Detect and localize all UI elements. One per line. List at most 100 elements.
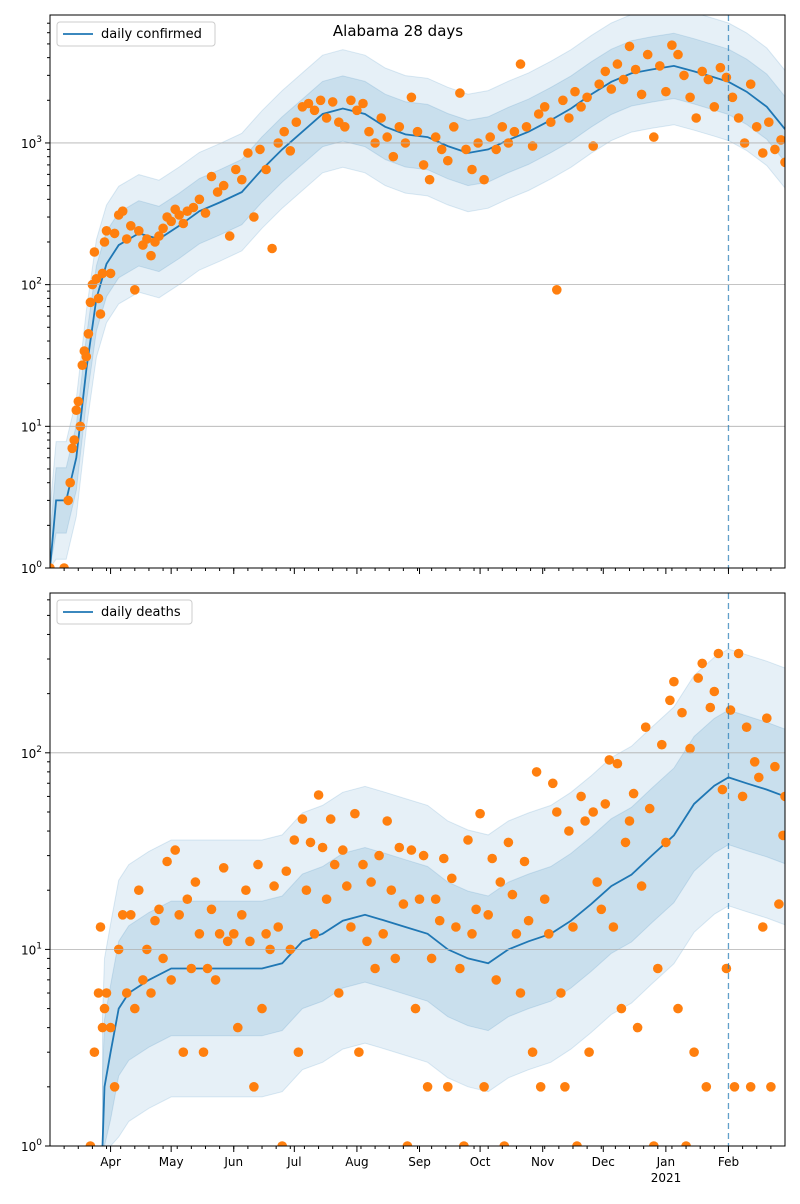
observed-point	[673, 49, 683, 60]
observed-point	[210, 975, 221, 985]
observed-point	[780, 791, 785, 802]
observed-point	[174, 910, 184, 920]
observed-point	[519, 856, 530, 867]
observed-point	[69, 435, 79, 445]
observed-point	[200, 208, 211, 218]
observed-point	[321, 113, 332, 123]
observed-point	[483, 910, 494, 920]
observed-point	[778, 830, 785, 841]
observed-point	[97, 1022, 108, 1033]
observed-point	[455, 963, 465, 974]
observed-point	[608, 922, 619, 932]
observed-point	[65, 477, 75, 488]
observed-point	[657, 739, 667, 750]
y-tick-exponent: 0	[36, 1138, 42, 1148]
observed-point	[85, 297, 96, 308]
observed-point	[568, 922, 578, 932]
observed-point	[491, 144, 502, 155]
observed-point	[725, 705, 736, 715]
observed-point	[766, 1082, 776, 1092]
observed-point	[249, 212, 259, 222]
observed-point	[479, 174, 489, 185]
observed-point	[548, 778, 558, 789]
observed-point	[576, 791, 586, 802]
observed-point	[471, 904, 481, 915]
observed-point	[509, 126, 520, 137]
y-tick-label: 100	[21, 560, 42, 576]
y-tick-exponent: 1	[36, 941, 42, 951]
observed-point	[182, 894, 193, 904]
observed-point	[309, 929, 320, 939]
observed-point	[281, 866, 292, 876]
observed-point	[269, 881, 279, 891]
observed-point	[386, 885, 397, 895]
observed-point	[729, 1082, 740, 1092]
observed-point	[150, 915, 160, 926]
observed-point	[154, 231, 164, 241]
observed-point	[382, 132, 393, 142]
observed-point	[277, 1141, 287, 1146]
observed-point	[515, 59, 526, 69]
observed-point	[291, 117, 302, 127]
observed-point	[178, 1047, 189, 1057]
observed-point	[162, 856, 172, 867]
observed-point	[222, 936, 233, 947]
observed-point	[406, 845, 417, 855]
observed-point	[50, 563, 55, 568]
observed-point	[572, 1141, 582, 1146]
observed-point	[576, 102, 586, 112]
observed-point	[776, 135, 785, 145]
observed-point	[459, 1141, 469, 1146]
observed-point	[388, 151, 399, 162]
observed-point	[398, 899, 409, 909]
y-tick-label: 100	[21, 1138, 42, 1154]
observed-point	[101, 988, 112, 998]
observed-point	[206, 904, 217, 915]
observed-point	[253, 859, 263, 870]
observed-point	[527, 1047, 538, 1057]
observed-point	[109, 1082, 120, 1092]
observed-point	[410, 1003, 421, 1014]
observed-point	[83, 329, 94, 339]
observed-point	[59, 563, 69, 568]
observed-point	[134, 226, 144, 236]
observed-point	[93, 988, 104, 998]
observed-point	[188, 202, 199, 213]
observed-point	[685, 743, 695, 754]
observed-point	[588, 807, 598, 817]
observed-point	[495, 877, 506, 887]
observed-point	[279, 126, 290, 137]
observed-point	[479, 1082, 489, 1092]
observed-point	[461, 144, 471, 155]
outer-uncertainty-band	[102, 648, 785, 1146]
observed-point	[564, 826, 574, 836]
observed-point	[531, 767, 542, 777]
observed-point	[455, 88, 465, 98]
observed-point	[600, 66, 611, 77]
observed-point	[503, 837, 514, 848]
observed-point	[600, 799, 611, 809]
observed-point	[592, 877, 602, 887]
observed-point	[751, 122, 762, 132]
observed-point	[218, 863, 229, 873]
observed-point	[289, 835, 300, 845]
observed-point	[105, 268, 116, 279]
observed-point	[636, 881, 647, 891]
observed-point	[661, 837, 671, 848]
observed-point	[596, 904, 607, 915]
observed-point	[721, 72, 732, 83]
observed-point	[640, 722, 651, 732]
observed-point	[364, 126, 374, 137]
year-label: 2021	[651, 1171, 682, 1185]
observed-point	[689, 1047, 699, 1057]
y-tick-label: 102	[21, 745, 42, 761]
observed-point	[616, 1003, 627, 1014]
observed-point	[329, 859, 340, 870]
observed-point	[374, 850, 384, 861]
observed-point	[362, 936, 372, 947]
x-tick-label: Sep	[408, 1155, 431, 1169]
observed-point	[342, 881, 352, 891]
observed-point	[497, 122, 508, 132]
legend-confirmed: daily confirmed	[56, 21, 216, 47]
observed-point	[243, 148, 253, 158]
